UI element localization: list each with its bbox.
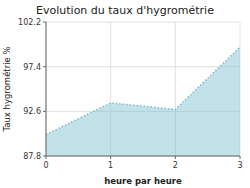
grid-line-y [46, 22, 240, 23]
x-tick [46, 156, 47, 159]
grid-line-y [46, 156, 240, 157]
plot-area [46, 47, 240, 156]
y-tick [43, 22, 46, 23]
x-tick-label: 0 [43, 161, 48, 170]
axes: 87.8 92.6 97.4 102.2 0 1 2 3 [18, 18, 242, 170]
area-fill [46, 47, 240, 156]
x-tick-label: 2 [173, 161, 178, 170]
line [46, 47, 240, 134]
x-tick-label: 1 [108, 161, 113, 170]
x-axis-label: heure par heure [104, 176, 182, 186]
y-tick-label: 92.6 [23, 107, 41, 116]
y-tick [43, 66, 46, 67]
y-tick-label: 97.4 [23, 63, 41, 72]
x-tick [175, 156, 176, 159]
x-tick [240, 156, 241, 159]
x-axis-line [46, 156, 240, 157]
chart-container: 87.8 92.6 97.4 102.2 0 1 2 3 heure par heure Taux… [0, 0, 250, 188]
title: Evolution du taux d'hygrométrie [36, 4, 214, 17]
x-tick [110, 156, 111, 159]
y-tick [43, 111, 46, 112]
grid-line-y [46, 66, 240, 67]
y-tick-label: 102.2 [18, 18, 41, 27]
chart: 87.8 92.6 97.4 102.2 0 1 2 3 heure par heure Taux… [0, 0, 250, 188]
grid [46, 22, 240, 156]
y-axis-line [46, 22, 47, 156]
grid-line-x [46, 22, 47, 156]
y-tick-label: 87.8 [23, 152, 41, 161]
y-axis-label: Taux hygrométrie % [2, 46, 12, 132]
x-tick-label: 3 [237, 161, 242, 170]
